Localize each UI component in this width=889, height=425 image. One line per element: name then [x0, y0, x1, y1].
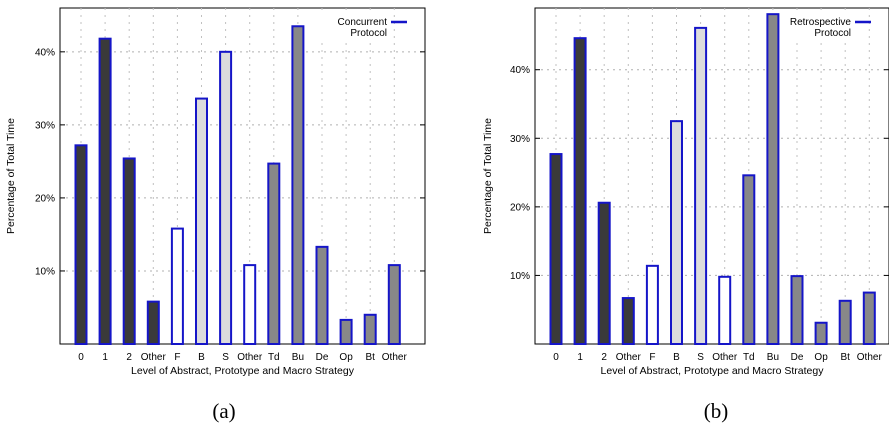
- x-tick-label: Other: [616, 352, 642, 363]
- y-tick-label: 10%: [510, 271, 530, 282]
- x-tick-label: Other: [857, 352, 883, 363]
- x-tick-label: Td: [743, 352, 755, 363]
- x-tick-label: B: [673, 352, 680, 363]
- x-tick-label: Op: [339, 352, 353, 363]
- y-tick-label: 10%: [35, 266, 55, 277]
- x-tick-label: 1: [577, 352, 583, 363]
- legend-label: Retrospective: [790, 17, 852, 28]
- x-tick-label: 1: [102, 352, 108, 363]
- x-tick-label: S: [222, 352, 229, 363]
- legend-box: [785, 12, 853, 42]
- bar-6: [195, 97, 208, 345]
- bar-8: [243, 264, 257, 345]
- panel-caption: (b): [704, 399, 729, 423]
- x-axis-label: Level of Abstract, Prototype and Macro S…: [131, 365, 355, 377]
- y-tick-label: 20%: [35, 193, 55, 204]
- x-tick-label: B: [198, 352, 205, 363]
- y-tick-label: 30%: [35, 120, 55, 131]
- x-tick-label: S: [697, 352, 704, 363]
- x-tick-label: Other: [712, 352, 738, 363]
- bar-2: [573, 37, 587, 346]
- chart-panel-1: 10% 20% 30% 40% 0 1 2 Other F B S Other Td Bu De Op Bt Ot…: [5, 7, 426, 423]
- panel-caption: (a): [212, 399, 235, 423]
- legend-label: Protocol: [814, 28, 851, 39]
- bar-13: [838, 299, 852, 345]
- bar-1: [549, 153, 563, 345]
- x-tick-label: Op: [814, 352, 828, 363]
- bar-13: [363, 313, 377, 346]
- x-tick-label: 0: [78, 352, 84, 363]
- y-axis-label: Percentage of Total Time: [482, 118, 494, 234]
- plot-frame: [534, 7, 889, 345]
- x-tick-label: 2: [126, 352, 132, 363]
- bar-4: [146, 300, 160, 346]
- y-axis-label: Percentage of Total Time: [5, 118, 17, 234]
- y-tick-label: 40%: [35, 47, 55, 58]
- bar-9: [742, 174, 756, 345]
- bar-7: [219, 50, 233, 346]
- x-tick-label: Bu: [767, 352, 779, 363]
- x-tick-label: 0: [553, 352, 559, 363]
- plot-frame: [59, 7, 426, 345]
- bar-8: [718, 275, 732, 345]
- x-tick-label: Other: [141, 352, 167, 363]
- x-tick-label: Other: [382, 352, 408, 363]
- bar-1: [74, 144, 88, 345]
- bar-11: [790, 275, 804, 345]
- x-tick-label: De: [791, 352, 804, 363]
- x-axis-label: Level of Abstract, Prototype and Macro S…: [601, 365, 825, 377]
- bar-12: [814, 321, 828, 346]
- bar-12: [339, 318, 353, 346]
- legend-label: Protocol: [350, 28, 387, 39]
- x-tick-label: F: [174, 352, 180, 363]
- bar-5: [645, 264, 659, 346]
- x-tick-label: Other: [237, 352, 263, 363]
- legend-label: Concurrent: [338, 17, 388, 28]
- x-tick-label: De: [316, 352, 329, 363]
- bar-9: [267, 162, 281, 345]
- bar-3: [597, 201, 611, 345]
- y-tick-label: 30%: [510, 134, 530, 145]
- bar-4: [621, 297, 635, 345]
- chart-panel-2: 10% 20% 30% 40% 0 1 2 Other F B S Other Td Bu De Op Bt Ot…: [482, 7, 889, 423]
- bar-6: [670, 120, 683, 346]
- bar-10: [766, 13, 780, 346]
- bar-3: [122, 157, 136, 345]
- x-tick-label: Bt: [365, 352, 375, 363]
- x-tick-label: F: [649, 352, 655, 363]
- y-tick-label: 40%: [510, 65, 530, 76]
- y-tick-label: 20%: [510, 202, 530, 213]
- x-tick-label: 2: [601, 352, 607, 363]
- bar-14: [862, 291, 876, 346]
- x-tick-label: Td: [268, 352, 280, 363]
- x-tick-label: Bu: [292, 352, 304, 363]
- bar-2: [98, 37, 112, 346]
- legend-box: [321, 12, 389, 42]
- bar-10: [291, 25, 305, 346]
- bar-14: [387, 264, 401, 345]
- x-tick-label: Bt: [840, 352, 850, 363]
- bar-7: [694, 26, 708, 346]
- bar-11: [315, 245, 329, 345]
- bar-5: [170, 227, 184, 346]
